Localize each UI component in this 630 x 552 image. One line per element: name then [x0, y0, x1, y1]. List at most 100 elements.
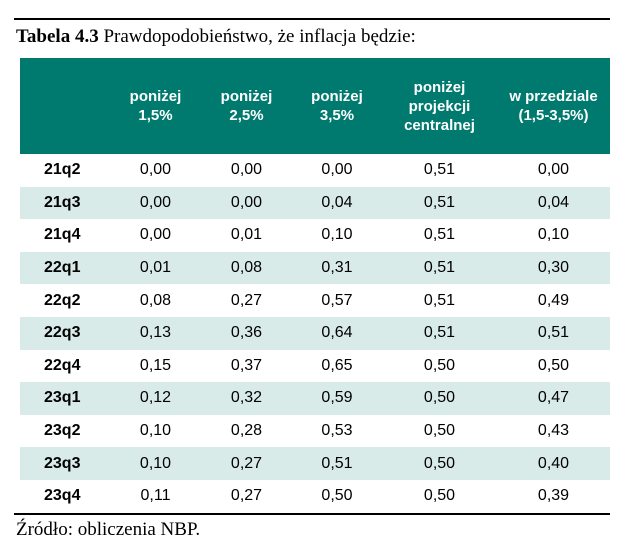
table-cell: 0,53 — [321, 422, 353, 440]
table-cell: 0,00 — [139, 161, 172, 179]
table-row: 21q4 0,00 0,01 0,10 0,51 0,10 — [20, 219, 610, 252]
table-cell: 0,00 — [139, 226, 172, 244]
table-cell: 0,10 — [321, 226, 353, 244]
table-row: 22q4 0,15 0,37 0,65 0,50 0,50 — [20, 350, 610, 383]
column-header: w przedziale (1,5-3,5%) — [497, 58, 610, 154]
table-cell: 0,59 — [292, 382, 382, 415]
table-cell: 0,32 — [201, 382, 292, 415]
table-cell: 0,31 — [292, 251, 382, 285]
table-cell: 0,01 — [110, 251, 201, 285]
table-cell: 0,37 — [230, 356, 263, 374]
table-row: 23q3 0,10 0,27 0,51 0,50 0,40 — [20, 447, 610, 480]
table-cell: 0,04 — [292, 186, 382, 220]
table-row: 21q3 0,00 0,00 0,04 0,51 0,04 — [20, 186, 610, 220]
table-cell: 0,50 — [537, 356, 570, 374]
table-cell: 0,08 — [201, 251, 292, 285]
table-cell: 0,51 — [292, 447, 382, 480]
table-cell: 0,50 — [423, 422, 456, 440]
table-row: 23q2 0,10 0,28 0,53 0,50 0,43 — [20, 415, 610, 448]
row-label: 23q1 — [20, 382, 110, 415]
table-cell: 0,11 — [140, 487, 171, 505]
table-cell: 0,12 — [110, 382, 201, 415]
table-cell: 0,27 — [230, 487, 263, 505]
table-caption: Tabela 4.3 Prawdopodobieństwo, że inflac… — [16, 26, 416, 48]
table-cell: 0,50 — [423, 487, 456, 505]
table-body: 21q2 0,00 0,00 0,00 0,51 0,00 21q3 0,00 0,00 0,04… — [20, 154, 610, 513]
table-cell: 0,30 — [497, 251, 610, 285]
row-label: 22q1 — [20, 251, 110, 285]
column-header-line: poniżej — [311, 88, 363, 105]
table-cell: 0,13 — [110, 316, 201, 350]
header-corner — [20, 58, 110, 154]
column-header: poniżej 2,5% — [201, 58, 292, 154]
table-cell: 0,51 — [382, 251, 497, 285]
row-label: 23q3 — [20, 447, 110, 480]
table-cell: 0,51 — [382, 186, 497, 220]
table-cell: 0,51 — [423, 161, 456, 179]
table-cell: 0,50 — [321, 487, 353, 505]
table-cell: 0,65 — [321, 356, 353, 374]
table-row: 22q3 0,13 0,36 0,64 0,51 0,51 — [20, 316, 610, 350]
row-label: 22q4 — [44, 356, 81, 374]
table-cell: 0,47 — [497, 382, 610, 415]
table-cell: 0,51 — [423, 291, 456, 309]
bottom-rule — [14, 513, 610, 515]
table-row: 23q1 0,12 0,32 0,59 0,50 0,47 — [20, 382, 610, 415]
column-header-line: 1,5% — [138, 107, 173, 124]
source-note: Źródło: obliczenia NBP. — [16, 519, 201, 540]
table-cell: 0,51 — [423, 226, 456, 244]
table-cell: 0,39 — [537, 487, 570, 505]
row-label: 22q2 — [44, 291, 81, 309]
table-cell: 0,00 — [230, 161, 263, 179]
probability-table: poniżej 1,5% poniżej 2,5% poniżej 3,5% poniżej… — [20, 58, 610, 513]
table-cell: 0,36 — [201, 316, 292, 350]
table-cell: 0,43 — [537, 422, 570, 440]
column-header-line: 2,5% — [229, 107, 264, 124]
top-rule — [14, 18, 610, 20]
table-cell: 0,50 — [382, 447, 497, 480]
table-cell: 0,10 — [537, 226, 570, 244]
caption-text: Prawdopodobieństwo, że inflacja będzie: — [98, 26, 416, 47]
table-row: 23q4 0,11 0,27 0,50 0,50 0,39 — [20, 480, 610, 513]
table-cell: 0,28 — [230, 422, 263, 440]
table-cell: 0,15 — [139, 356, 172, 374]
table-cell: 0,10 — [139, 422, 172, 440]
column-header-line: w przedziale — [509, 88, 598, 105]
table-cell: 0,00 — [321, 161, 353, 179]
table-row: 22q2 0,08 0,27 0,57 0,51 0,49 — [20, 284, 610, 317]
column-header-line: centralnej — [404, 116, 475, 134]
column-header-line: poniżej — [413, 78, 466, 96]
table-cell: 0,00 — [110, 186, 201, 220]
row-label: 23q2 — [44, 422, 81, 440]
row-label: 21q4 — [44, 226, 81, 244]
caption-label: Tabela 4.3 — [16, 26, 99, 47]
table-cell: 0,08 — [139, 291, 172, 309]
table-cell: 0,51 — [497, 316, 610, 350]
table-cell: 0,64 — [292, 316, 382, 350]
table-cell: 0,00 — [201, 186, 292, 220]
row-label: 21q2 — [44, 161, 81, 179]
table-cell: 0,40 — [497, 447, 610, 480]
table-cell: 0,50 — [382, 382, 497, 415]
row-label: 23q4 — [44, 487, 81, 505]
table-header-row: poniżej 1,5% poniżej 2,5% poniżej 3,5% poniżej… — [20, 58, 610, 154]
table-row: 21q2 0,00 0,00 0,00 0,51 0,00 — [20, 154, 610, 187]
column-header: poniżej projekcji centralnej — [382, 58, 497, 154]
table-cell: 0,27 — [230, 291, 263, 309]
row-label: 21q3 — [20, 186, 110, 220]
table-cell: 0,49 — [537, 291, 570, 309]
column-header: poniżej 3,5% — [292, 58, 382, 154]
table-cell: 0,04 — [497, 186, 610, 220]
table-cell: 0,50 — [423, 356, 456, 374]
table-cell: 0,10 — [110, 447, 201, 480]
table-row: 22q1 0,01 0,08 0,31 0,51 0,30 — [20, 251, 610, 285]
table-cell: 0,51 — [382, 316, 497, 350]
row-label: 22q3 — [20, 316, 110, 350]
column-header-line: poniżej — [220, 88, 273, 105]
column-header-line: 3,5% — [319, 107, 355, 124]
table-cell: 0,00 — [537, 161, 570, 179]
column-header-line: projekcji — [408, 97, 471, 115]
table-cell: 0,27 — [201, 447, 292, 480]
column-header-line: poniżej — [129, 88, 182, 105]
column-header-line: (1,5-3,5%) — [518, 107, 589, 124]
